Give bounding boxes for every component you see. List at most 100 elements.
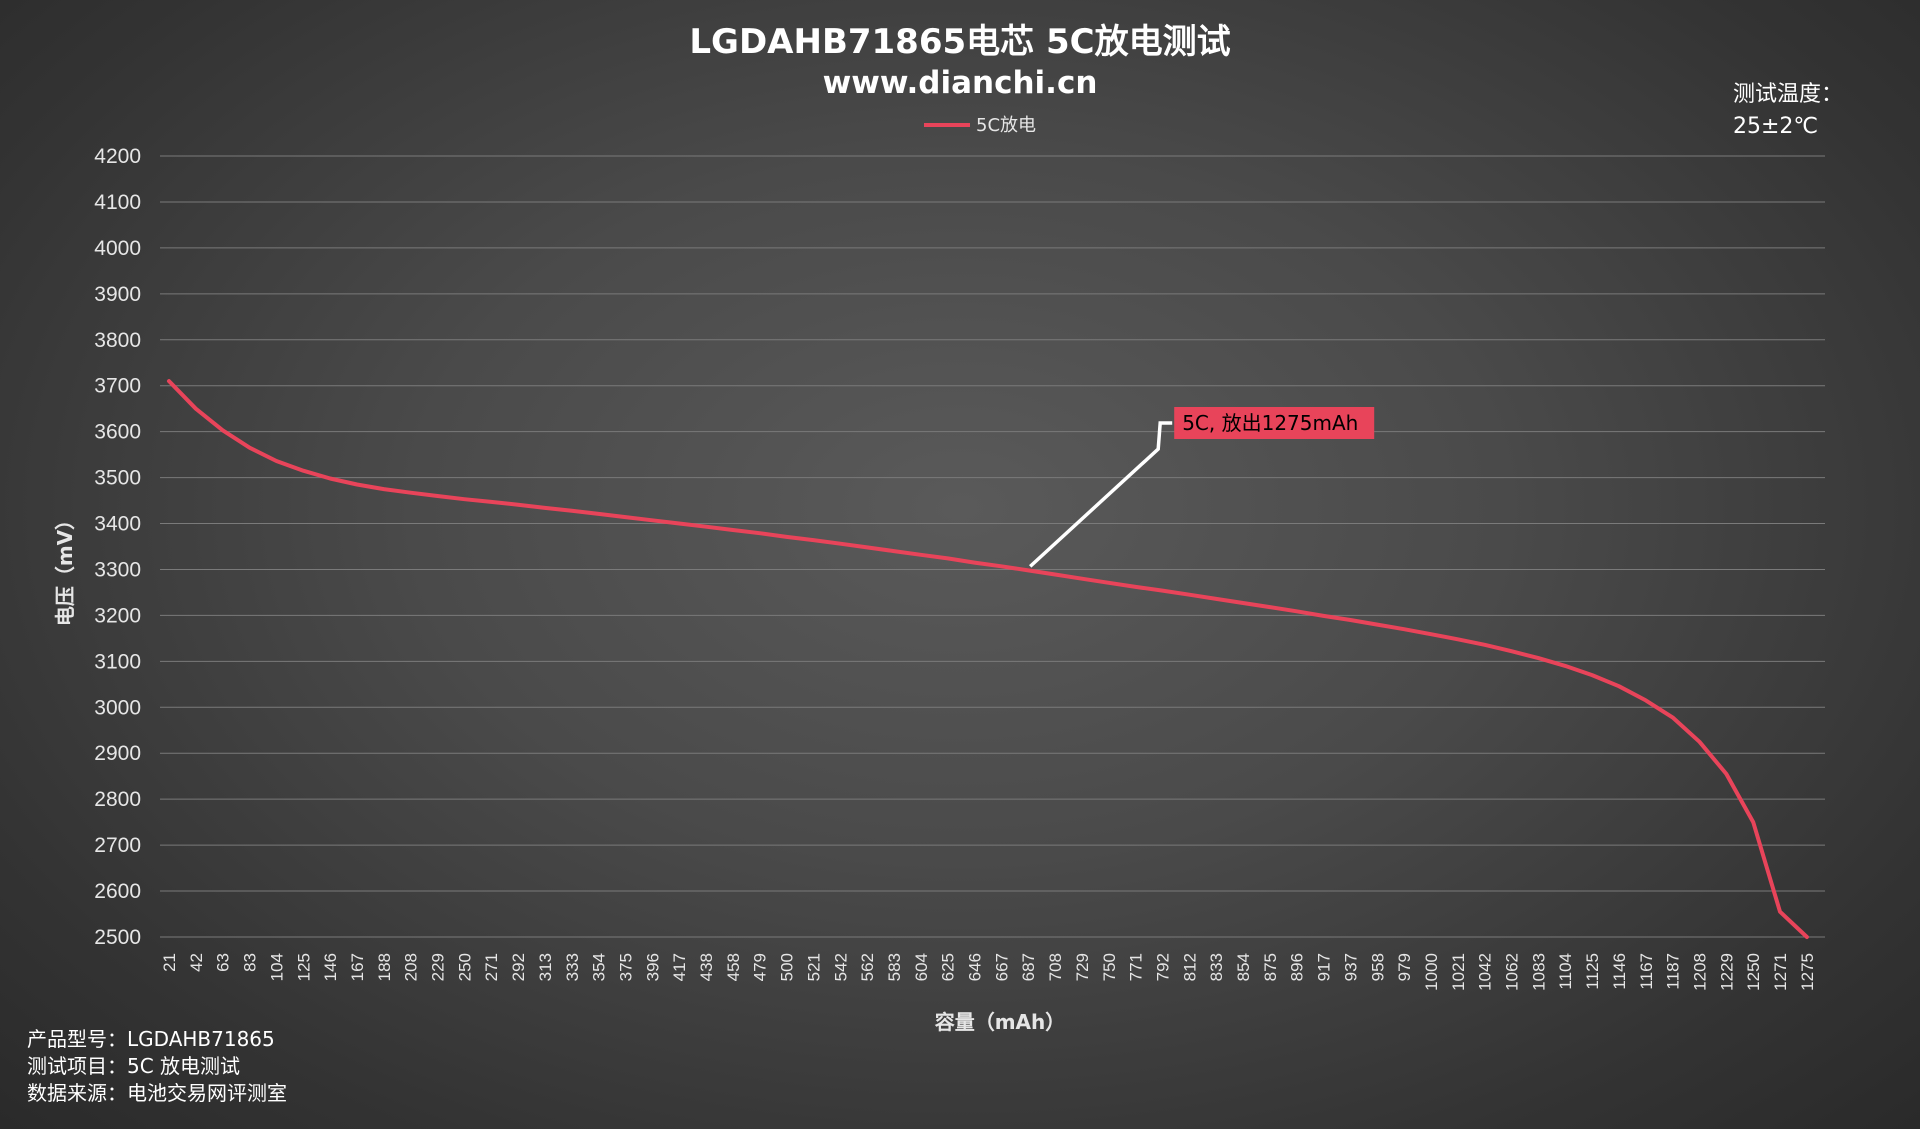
x-tick-label: 583 <box>885 953 904 981</box>
x-tick-label: 708 <box>1046 953 1065 981</box>
x-tick-label: 313 <box>536 953 555 981</box>
legend: 5C放电 <box>924 115 1036 136</box>
annotation: 5C, 放出1275mAh <box>1029 407 1375 568</box>
y-tick-label: 2800 <box>94 788 141 811</box>
y-tick-label: 2600 <box>94 880 141 903</box>
x-tick-label: 771 <box>1127 953 1146 981</box>
y-tick-label: 4200 <box>94 145 141 168</box>
y-tick-label: 3100 <box>94 650 141 673</box>
y-tick-label: 3000 <box>94 696 141 719</box>
temperature-label: 测试温度： <box>1733 82 1843 107</box>
x-tick-label: 438 <box>697 953 716 981</box>
x-tick-label: 1208 <box>1690 953 1709 991</box>
y-tick-label: 4000 <box>94 237 141 260</box>
x-axis-ticks: 21 42 63 83 104 125 146 167 188 208 229 250 271 292 31… <box>160 953 1817 991</box>
annotation-leader-line <box>1029 421 1173 568</box>
x-tick-label: 1062 <box>1503 953 1522 991</box>
y-tick-label: 3300 <box>94 558 141 581</box>
x-tick-label: 562 <box>858 953 877 981</box>
x-tick-label: 1167 <box>1637 953 1656 990</box>
y-axis-ticks: 4200 4100 4000 3900 3800 3700 3600 3500 3400 3300… <box>94 145 141 949</box>
y-tick-label: 3700 <box>94 375 141 398</box>
x-tick-label: 521 <box>804 953 823 981</box>
info-product: 产品型号：LGDAHB71865 <box>27 1027 275 1051</box>
x-tick-label: 1187 <box>1664 953 1683 990</box>
x-axis-label: 容量（mAh） <box>935 1010 1066 1034</box>
series-line-5c <box>167 379 1809 939</box>
x-tick-label: 729 <box>1073 953 1092 981</box>
info-test-item: 测试项目：5C 放电测试 <box>27 1054 240 1078</box>
x-tick-label: 917 <box>1315 953 1334 981</box>
y-tick-label: 2700 <box>94 834 141 857</box>
y-tick-label: 3800 <box>94 329 141 352</box>
x-tick-label: 604 <box>912 953 931 981</box>
x-tick-label: 833 <box>1207 953 1226 981</box>
x-tick-label: 958 <box>1368 953 1387 981</box>
y-tick-label: 3400 <box>94 513 141 536</box>
x-tick-label: 937 <box>1341 953 1360 981</box>
x-tick-label: 667 <box>992 953 1011 981</box>
y-tick-label: 2900 <box>94 742 141 765</box>
x-tick-label: 271 <box>482 953 501 981</box>
x-tick-label: 146 <box>321 953 340 981</box>
x-tick-label: 104 <box>267 953 286 981</box>
y-tick-label: 3600 <box>94 421 141 444</box>
y-tick-label: 3500 <box>94 467 141 490</box>
x-tick-label: 1125 <box>1583 953 1602 990</box>
x-tick-label: 542 <box>831 953 850 981</box>
y-tick-label: 3900 <box>94 283 141 306</box>
x-tick-label: 21 <box>160 953 179 972</box>
x-tick-label: 687 <box>1019 953 1038 981</box>
x-tick-label: 875 <box>1261 953 1280 981</box>
x-tick-label: 1275 <box>1798 953 1817 991</box>
annotation-text: 5C, 放出1275mAh <box>1182 411 1358 435</box>
x-tick-label: 83 <box>241 953 260 972</box>
x-tick-label: 625 <box>939 953 958 981</box>
x-tick-label: 396 <box>643 953 662 981</box>
legend-label: 5C放电 <box>976 115 1036 136</box>
info-block: 产品型号：LGDAHB71865 测试项目：5C 放电测试 数据来源：电池交易网… <box>27 1027 287 1105</box>
x-tick-label: 1146 <box>1610 953 1629 990</box>
y-axis-label: 电压（mV） <box>53 510 77 626</box>
x-tick-label: 333 <box>563 953 582 981</box>
x-tick-label: 458 <box>724 953 743 981</box>
x-tick-label: 1042 <box>1476 953 1495 991</box>
x-tick-label: 229 <box>429 953 448 981</box>
x-tick-label: 208 <box>402 953 421 981</box>
x-tick-label: 167 <box>348 953 367 981</box>
x-tick-label: 42 <box>187 953 206 972</box>
temperature-value: 25±2℃ <box>1733 114 1818 139</box>
x-tick-label: 479 <box>751 953 770 981</box>
x-tick-label: 1083 <box>1529 953 1548 991</box>
x-tick-label: 1000 <box>1422 953 1441 991</box>
annotation-box <box>1174 407 1375 439</box>
x-tick-label: 1229 <box>1717 953 1736 991</box>
x-tick-label: 1021 <box>1449 953 1468 991</box>
x-tick-label: 500 <box>778 953 797 981</box>
temperature-note: 测试温度： 25±2℃ <box>1733 82 1843 139</box>
x-tick-label: 417 <box>670 953 689 981</box>
x-tick-label: 646 <box>966 953 985 981</box>
y-tick-label: 2500 <box>94 926 141 949</box>
x-tick-label: 812 <box>1180 953 1199 981</box>
chart-title: LGDAHB71865电芯 5C放电测试 <box>689 22 1230 62</box>
x-tick-label: 63 <box>214 953 233 972</box>
gridlines <box>160 155 1825 938</box>
y-tick-label: 4100 <box>94 191 141 214</box>
x-tick-label: 250 <box>455 953 474 981</box>
x-tick-label: 188 <box>375 953 394 981</box>
x-tick-label: 375 <box>616 953 635 981</box>
x-tick-label: 979 <box>1395 953 1414 981</box>
x-tick-label: 292 <box>509 953 528 981</box>
x-tick-label: 1104 <box>1556 953 1575 990</box>
x-tick-label: 1250 <box>1744 953 1763 991</box>
x-tick-label: 125 <box>294 953 313 981</box>
x-tick-label: 750 <box>1100 953 1119 981</box>
x-tick-label: 854 <box>1234 953 1253 981</box>
x-tick-label: 354 <box>590 953 609 981</box>
x-tick-label: 792 <box>1153 953 1172 981</box>
y-tick-label: 3200 <box>94 604 141 627</box>
x-tick-label: 1271 <box>1771 953 1790 991</box>
info-source: 数据来源：电池交易网评测室 <box>27 1081 287 1105</box>
